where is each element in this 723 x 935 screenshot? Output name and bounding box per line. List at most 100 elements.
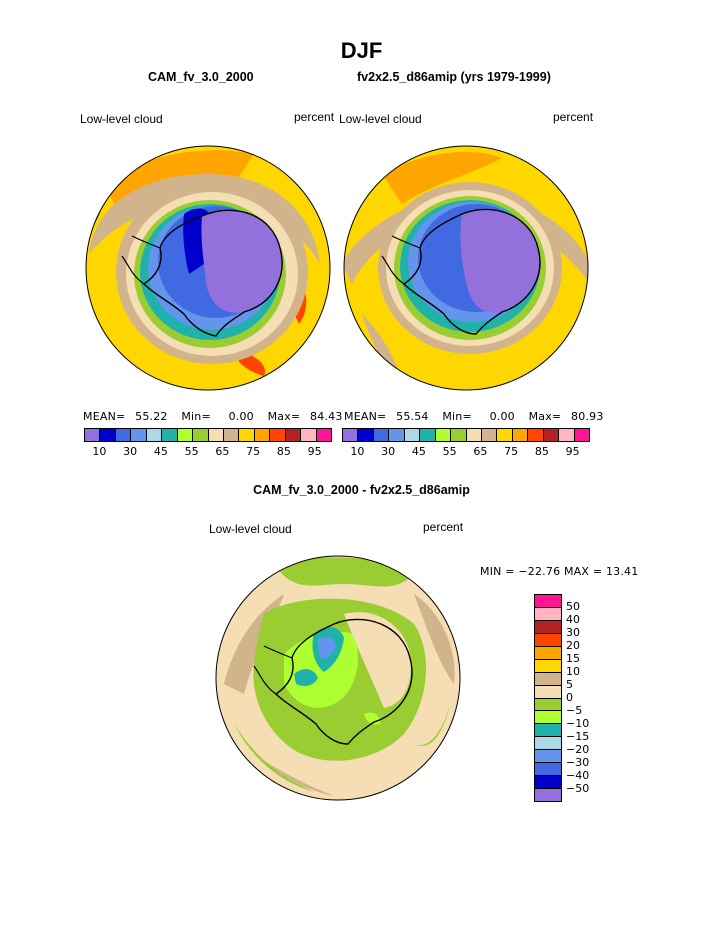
colorbar-swatch (574, 429, 589, 441)
diff-colorbar-swatch (535, 724, 561, 738)
diff-colorbar-tick-label: −50 (566, 782, 590, 795)
panel-2-min-value: 0.00 (489, 410, 515, 423)
panel-1-stats: MEAN= 55.22 Min= 0.00 Max= 84.43 (83, 410, 343, 423)
diff-colorbar-tick-label: 50 (566, 600, 580, 613)
panel-1-polar-map (84, 144, 332, 392)
diff-colorbar-swatch (535, 607, 561, 621)
panel-2-polar-map (342, 144, 590, 392)
panel-1-max-value: 84.43 (310, 410, 343, 423)
diff-panel-polar-map (214, 554, 462, 802)
panel-1-min-value: 0.00 (228, 410, 254, 423)
colorbar-tick-label: 10 (350, 445, 365, 458)
colorbar-swatch (177, 429, 194, 441)
panel-2-variable-label: Low-level cloud (339, 112, 422, 126)
colorbar-swatch (404, 429, 421, 441)
colorbar-tick-label: 55 (442, 445, 457, 458)
panel-2-mean-value: 55.54 (396, 410, 429, 423)
diff-panel-minmax: MIN = −22.76 MAX = 13.41 (480, 565, 639, 578)
colorbar-swatch (239, 429, 255, 441)
diff-colorbar-swatch (535, 620, 561, 634)
colorbar-swatch (389, 429, 405, 441)
colorbar-swatch (373, 429, 390, 441)
diff-colorbar-swatch (535, 659, 561, 673)
diff-colorbar (534, 594, 562, 802)
panel-1-variable-label: Low-level cloud (80, 112, 163, 126)
diff-panel-variable-label: Low-level cloud (209, 522, 292, 536)
diff-colorbar-swatch (535, 750, 561, 764)
page-title: DJF (340, 38, 383, 63)
colorbar-swatch (481, 429, 498, 441)
colorbar-swatch (358, 429, 374, 441)
panel-2-max-value: 80.93 (571, 410, 604, 423)
panel-2-case-title: fv2x2.5_d86amip (yrs 1979-1999) (357, 70, 551, 84)
colorbar-tick-label: 30 (381, 445, 396, 458)
colorbar-swatch (285, 429, 302, 441)
colorbar-swatch (451, 429, 467, 441)
colorbar-swatch (420, 429, 436, 441)
colorbar-swatch (497, 429, 513, 441)
diff-colorbar-swatch (535, 763, 561, 777)
colorbar-swatch (435, 429, 452, 441)
diff-colorbar-swatch (535, 646, 561, 660)
colorbar-tick-label: 30 (123, 445, 138, 458)
diff-colorbar-tick-label: −20 (566, 743, 590, 756)
diff-colorbar-tick-label: 40 (566, 613, 580, 626)
diff-colorbar-swatch (535, 685, 561, 699)
colorbar-swatch (115, 429, 132, 441)
panel-1-mean-value: 55.22 (135, 410, 168, 423)
diff-colorbar-swatch (535, 737, 561, 751)
colorbar-swatch (343, 429, 359, 441)
diff-colorbar-tick-label: 15 (566, 652, 580, 665)
panel-2-max-label: Max= (528, 410, 562, 423)
colorbar-tick-label: 95 (565, 445, 580, 458)
diff-panel-title: CAM_fv_3.0_2000 - fv2x2.5_d86amip (253, 483, 470, 497)
diff-colorbar-tick-label: 20 (566, 639, 580, 652)
colorbar-swatch (528, 429, 544, 441)
diff-colorbar-tick-label: −40 (566, 769, 590, 782)
diff-colorbar-tick-label: −15 (566, 730, 590, 743)
colorbar-tick-label: 45 (153, 445, 168, 458)
colorbar-tick-label: 85 (276, 445, 291, 458)
panel-2-min-label: Min= (442, 410, 472, 423)
diff-colorbar-swatch (535, 776, 561, 790)
colorbar-swatch (85, 429, 101, 441)
diff-colorbar-swatch (535, 698, 561, 712)
colorbar-tick-label: 75 (246, 445, 261, 458)
panel-2-stats: MEAN= 55.54 Min= 0.00 Max= 80.93 (344, 410, 604, 423)
panel-1-units-label: percent (294, 110, 335, 124)
colorbar-swatch (512, 429, 529, 441)
colorbar-swatch (254, 429, 271, 441)
colorbar-tick-label: 85 (534, 445, 549, 458)
colorbar-swatch (193, 429, 209, 441)
colorbar-swatch (543, 429, 560, 441)
colorbar-tick-label: 55 (184, 445, 199, 458)
colorbar-swatch (316, 429, 331, 441)
diff-colorbar-tick-label: 0 (566, 691, 573, 704)
diff-colorbar-ticks: 50 40 30 20 15 10 5 0 −5 −10 −15 −20 −30 −40 −50 (566, 594, 626, 802)
diff-colorbar-tick-label: −10 (566, 717, 590, 730)
diff-colorbar-tick-label: 30 (566, 626, 580, 639)
diff-colorbar-swatch (535, 595, 561, 608)
panel-1-min-label: Min= (181, 410, 211, 423)
colorbar-swatch (223, 429, 240, 441)
colorbar-tick-label: 75 (504, 445, 519, 458)
colorbar-swatch (131, 429, 147, 441)
colorbar-tick-label: 65 (215, 445, 230, 458)
colorbar-swatch (100, 429, 116, 441)
panel-1-colorbar (84, 428, 332, 442)
colorbar-tick-label: 65 (473, 445, 488, 458)
panel-1-max-label: Max= (267, 410, 301, 423)
panel-2-units-label: percent (553, 110, 594, 124)
colorbar-swatch (208, 429, 224, 441)
colorbar-swatch (301, 429, 317, 441)
diff-colorbar-tick-label: −5 (566, 704, 583, 717)
panel-2-mean-label: MEAN= (344, 410, 387, 423)
panel-1-case-title: CAM_fv_3.0_2000 (148, 70, 254, 84)
diff-panel-units-label: percent (423, 520, 464, 534)
diff-colorbar-swatch (535, 789, 561, 801)
colorbar-swatch (146, 429, 163, 441)
diff-colorbar-swatch (535, 672, 561, 686)
diff-colorbar-tick-label: 10 (566, 665, 580, 678)
diff-colorbar-tick-label: −30 (566, 756, 590, 769)
panel-1-mean-label: MEAN= (83, 410, 126, 423)
